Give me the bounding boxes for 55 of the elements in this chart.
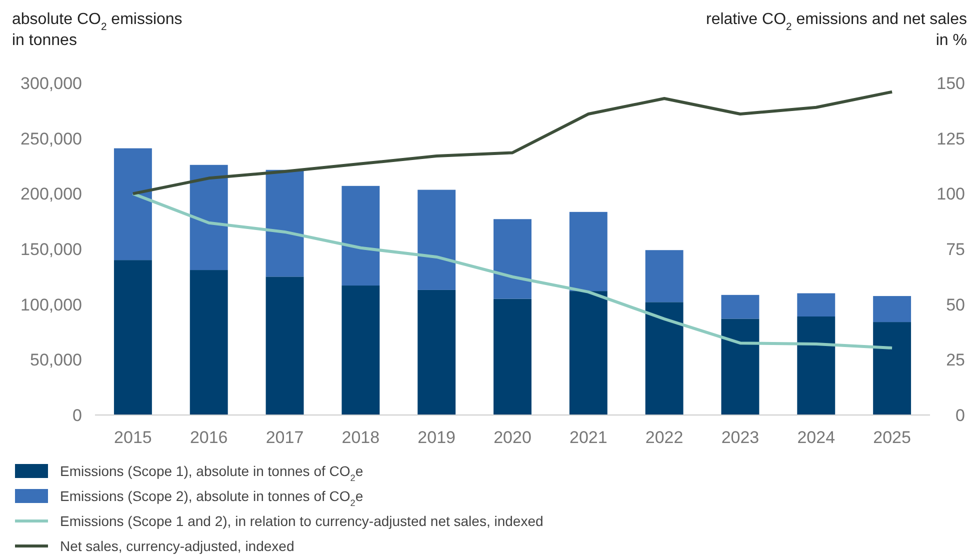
x-tick-label: 2023: [721, 428, 760, 447]
line-series: [131, 90, 894, 196]
x-tick-label: 2017: [266, 428, 304, 447]
bar: [266, 276, 304, 415]
bar: [721, 294, 760, 319]
y-tick-label: 100,000: [20, 295, 82, 314]
bar: [645, 250, 684, 302]
x-tick-label: 2021: [569, 428, 608, 447]
y2-tick-label: 25: [946, 350, 965, 370]
legend-label: Emissions (Scope 2), absolute in tonnes of CO$_{2}$e: [60, 488, 364, 508]
y2-tick-label: 50: [946, 295, 965, 314]
bar: [190, 164, 228, 270]
legend-label: Net sales, currency-adjusted, indexed: [60, 538, 294, 554]
y-tick-label: 150,000: [20, 240, 82, 259]
y-tick-label: 250,000: [20, 129, 82, 148]
x-tick-label: 2015: [114, 428, 152, 447]
x-tick-label: 2024: [797, 428, 836, 447]
x-tick-label: 2020: [494, 428, 532, 447]
x-tick-label: 2025: [873, 428, 911, 447]
y2-tick-label: 150: [936, 74, 965, 93]
bar: [418, 290, 456, 415]
x-tick-label: 2018: [342, 428, 380, 447]
legend-label: Emissions (Scope 1 and 2), in relation to currency-adjusted net sales, indexed: [60, 513, 544, 529]
bar: [342, 286, 380, 415]
bar: [645, 302, 684, 415]
bar: [721, 318, 760, 415]
bar: [266, 170, 304, 277]
bar: [873, 322, 912, 415]
bar: [873, 296, 912, 322]
y2-tick-label: 0: [956, 406, 965, 425]
bar: [569, 212, 608, 292]
bar: [114, 148, 152, 260]
bar: [114, 260, 152, 415]
bar: [418, 190, 456, 290]
bar: [797, 316, 836, 415]
bar: [342, 186, 380, 286]
bar: [569, 291, 608, 415]
line-series: [131, 192, 894, 350]
bar: [797, 293, 836, 317]
bar: [494, 298, 532, 415]
x-tick-label: 2022: [645, 428, 684, 447]
y-tick-label: 50,000: [30, 350, 82, 370]
text: absolute CO$_{2}$ emissions in tonnes: [12, 11, 182, 49]
y2-tick-label: 125: [936, 129, 965, 148]
y-tick-label: 0: [72, 406, 82, 425]
y2-axis-title: relative CO$_{2}$ emissions and net sales in %: [706, 11, 967, 49]
bar: [190, 270, 228, 415]
x-tick-label: 2019: [418, 428, 456, 447]
bar: [494, 219, 532, 299]
legend-label: Emissions (Scope 1), absolute in tonnes of CO$_{2}$e: [60, 463, 364, 483]
y2-tick-label: 100: [936, 184, 965, 204]
y2-tick-label: 75: [946, 240, 965, 259]
x-tick-label: 2016: [190, 428, 228, 447]
y-tick-label: 300,000: [20, 74, 82, 93]
y-tick-label: 200,000: [20, 184, 82, 204]
